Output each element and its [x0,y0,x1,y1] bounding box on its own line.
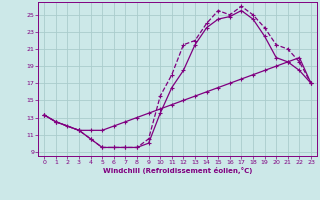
X-axis label: Windchill (Refroidissement éolien,°C): Windchill (Refroidissement éolien,°C) [103,167,252,174]
